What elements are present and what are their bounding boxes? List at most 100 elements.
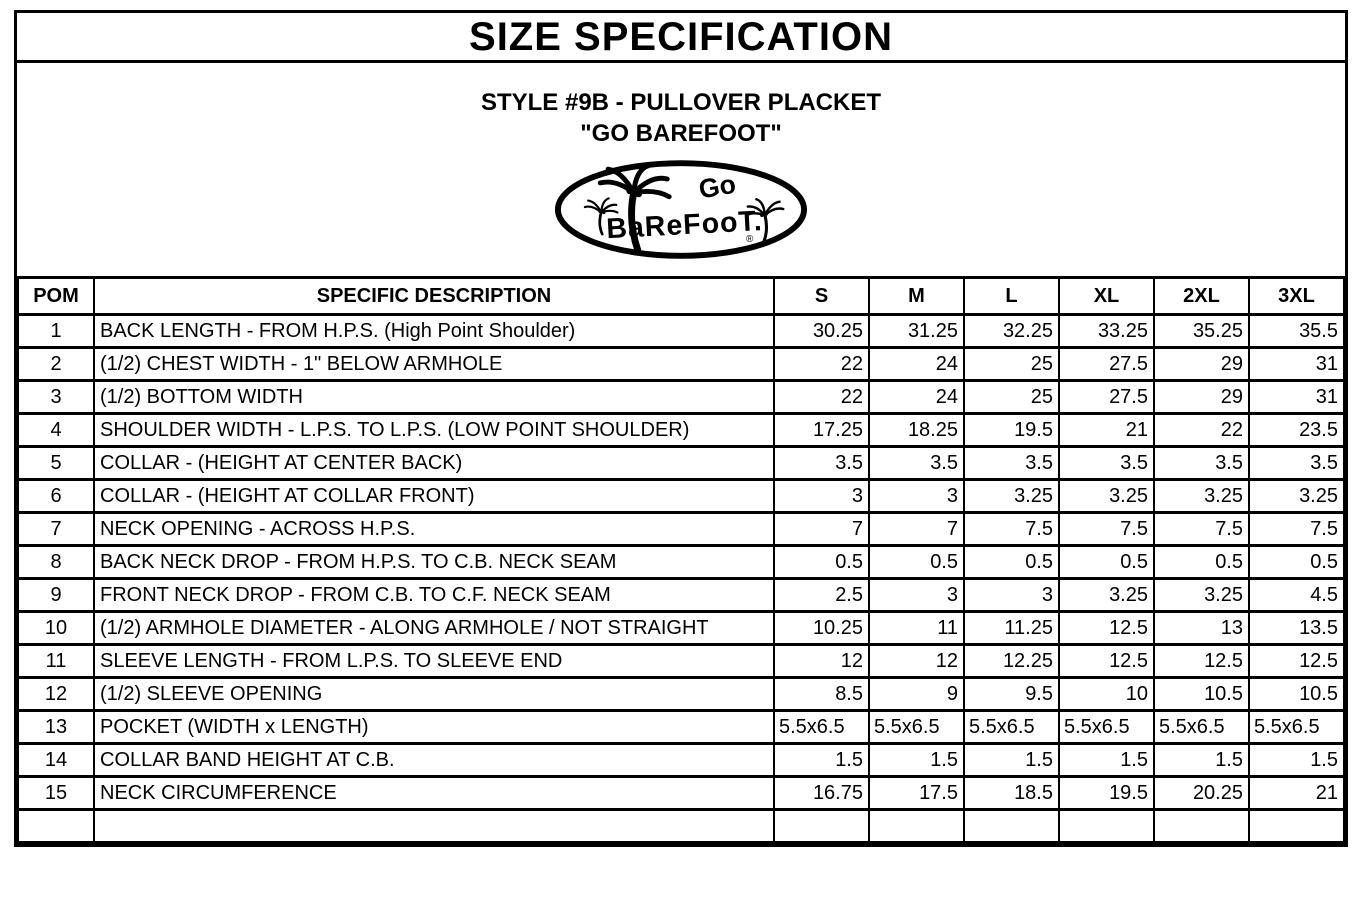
palm-tree-icon [745,198,785,244]
size-value-cell: 22 [773,379,870,415]
size-value-cell: 10.5 [1248,676,1345,712]
size-value-cell: 18.5 [963,775,1060,811]
size-value-cell: 12.5 [1248,643,1345,679]
size-value-cell: 12.5 [1058,643,1155,679]
size-value-cell [1153,808,1250,844]
size-value-cell: 3.5 [868,445,965,481]
description-cell: BACK NECK DROP - FROM H.P.S. TO C.B. NEC… [93,544,775,580]
pom-cell: 6 [17,478,95,514]
size-value-cell: 0.5 [1248,544,1345,580]
logo-registered-mark: ® [746,234,754,245]
size-value-cell: 3.25 [1153,577,1250,613]
size-value-cell: 7.5 [1248,511,1345,547]
table-row: 8 BACK NECK DROP - FROM H.P.S. TO C.B. NE… [17,544,1345,580]
size-value-cell: 31.25 [868,313,965,349]
size-value-cell: 9.5 [963,676,1060,712]
logo-text-go: Go [697,169,739,205]
col-header-description: SPECIFIC DESCRIPTION [93,276,775,316]
size-value-cell: 1.5 [1058,742,1155,778]
palm-tree-icon [583,197,619,236]
table-row: 5 COLLAR - (HEIGHT AT CENTER BACK) 3.5 3.5 3… [17,445,1345,481]
size-value-cell: 17.5 [868,775,965,811]
size-value-cell: 3.5 [773,445,870,481]
size-value-cell: 0.5 [868,544,965,580]
size-value-cell: 24 [868,346,965,382]
table-row: 6 COLLAR - (HEIGHT AT COLLAR FRONT) 3 3 3.25… [17,478,1345,514]
table-row: 9 FRONT NECK DROP - FROM C.B. TO C.F. NEC… [17,577,1345,613]
description-cell: (1/2) SLEEVE OPENING [93,676,775,712]
brand-line: "GO BAREFOOT" [580,120,782,147]
size-value-cell: 5.5x6.5 [963,709,1060,745]
pom-cell: 4 [17,412,95,448]
logo-oval [554,160,808,259]
go-barefoot-logo: Go BaReFooT. ® [554,160,808,259]
table-row: 14 COLLAR BAND HEIGHT AT C.B. 1.5 1.5 1.5 1.5… [17,742,1345,778]
page-title: SIZE SPECIFICATION [469,14,893,59]
size-value-cell: 3.5 [1058,445,1155,481]
size-value-cell: 13.5 [1248,610,1345,646]
size-value-cell: 1.5 [1153,742,1250,778]
size-spec-table: POM SPECIFIC DESCRIPTION S M L XL 2XL 3X… [17,276,1345,844]
size-value-cell: 3.5 [1153,445,1250,481]
size-value-cell: 1.5 [1248,742,1345,778]
size-value-cell: 35.25 [1153,313,1250,349]
table-row: 1 BACK LENGTH - FROM H.P.S. (High Point S… [17,313,1345,349]
size-value-cell: 29 [1153,379,1250,415]
size-value-cell: 5.5x6.5 [868,709,965,745]
size-value-cell [963,808,1060,844]
size-value-cell: 29 [1153,346,1250,382]
col-header-size-3xl: 3XL [1248,276,1345,316]
size-value-cell: 19.5 [963,412,1060,448]
description-cell: COLLAR - (HEIGHT AT CENTER BACK) [93,445,775,481]
description-cell [93,808,775,844]
size-value-cell: 10.5 [1153,676,1250,712]
size-value-cell: 18.25 [868,412,965,448]
size-value-cell: 27.5 [1058,379,1155,415]
table-row: 15 NECK CIRCUMFERENCE 16.75 17.5 18.5 19.5 20.… [17,775,1345,811]
size-value-cell: 7.5 [1153,511,1250,547]
size-value-cell: 12 [868,643,965,679]
pom-cell: 9 [17,577,95,613]
pom-cell: 8 [17,544,95,580]
size-value-cell: 17.25 [773,412,870,448]
size-value-cell: 19.5 [1058,775,1155,811]
size-value-cell: 3.25 [1058,478,1155,514]
size-table-body: 1 BACK LENGTH - FROM H.P.S. (High Point S… [17,313,1345,844]
pom-cell: 10 [17,610,95,646]
col-header-size-l: L [963,276,1060,316]
description-cell: BACK LENGTH - FROM H.P.S. (High Point Sh… [93,313,775,349]
col-header-size-s: S [773,276,870,316]
size-value-cell: 31 [1248,379,1345,415]
table-row-empty [17,808,1345,844]
description-cell: NECK CIRCUMFERENCE [93,775,775,811]
logo-text-barefoot: BaReFooT. [606,205,764,245]
size-value-cell: 25 [963,379,1060,415]
description-cell: FRONT NECK DROP - FROM C.B. TO C.F. NECK… [93,577,775,613]
size-value-cell: 7 [868,511,965,547]
size-value-cell: 30.25 [773,313,870,349]
description-cell: (1/2) BOTTOM WIDTH [93,379,775,415]
size-value-cell [773,808,870,844]
size-value-cell: 11 [868,610,965,646]
size-value-cell: 24 [868,379,965,415]
size-value-cell: 0.5 [1058,544,1155,580]
table-row: 7 NECK OPENING - ACROSS H.P.S. 7 7 7.5 7.5 7.5… [17,511,1345,547]
size-value-cell: 21 [1248,775,1345,811]
size-value-cell: 3 [868,478,965,514]
pom-cell: 1 [17,313,95,349]
size-value-cell: 0.5 [1153,544,1250,580]
description-cell: SHOULDER WIDTH - L.P.S. TO L.P.S. (LOW P… [93,412,775,448]
size-value-cell: 13 [1153,610,1250,646]
size-value-cell: 3 [963,577,1060,613]
size-value-cell: 23.5 [1248,412,1345,448]
pom-cell [17,808,95,844]
palm-tree-icon [597,162,672,254]
subtitle-block: STYLE #9B - PULLOVER PLACKET "GO BAREFOO… [17,87,1345,149]
size-value-cell: 25 [963,346,1060,382]
size-value-cell: 3.25 [1248,478,1345,514]
table-row: 11 SLEEVE LENGTH - FROM L.P.S. TO SLEEVE … [17,643,1345,679]
size-value-cell: 32.25 [963,313,1060,349]
size-value-cell: 8.5 [773,676,870,712]
size-value-cell: 11.25 [963,610,1060,646]
pom-cell: 7 [17,511,95,547]
